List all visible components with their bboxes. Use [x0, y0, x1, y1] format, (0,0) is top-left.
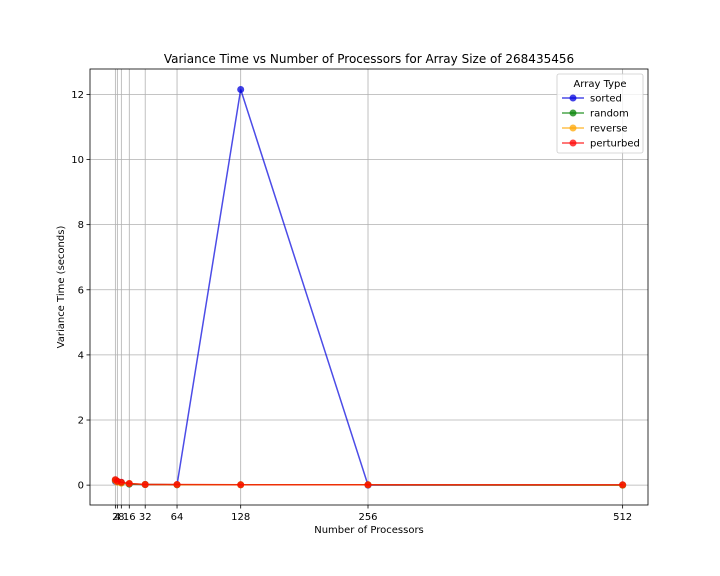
y-tick-label: 0 [78, 481, 84, 492]
x-tick-label: 64 [171, 512, 184, 523]
legend-marker-sorted [569, 94, 577, 102]
grid-lines [90, 69, 648, 505]
legend-box [556, 73, 644, 154]
y-axis-ticks: 0 2 4 6 8 10 12 [71, 90, 90, 492]
series-layer [111, 86, 627, 489]
x-tick-label: 16 [123, 512, 136, 523]
legend-item-random: random [562, 109, 629, 120]
plot-frame [89, 68, 649, 506]
legend-item-perturbed: perturbed [562, 139, 640, 150]
x-tick-label: 32 [139, 512, 152, 523]
y-tick-label: 10 [71, 155, 84, 166]
x-tick-label: 8 [118, 512, 124, 523]
legend-marker-reverse [569, 124, 577, 132]
y-tick-label: 2 [78, 416, 84, 427]
legend-marker-random [569, 109, 577, 117]
data-point-sorted [237, 86, 245, 94]
x-tick-label: 2 [112, 512, 118, 523]
legend: Array Type sorted random reverse perturbed [556, 73, 644, 154]
legend-label-reverse: reverse [590, 124, 628, 135]
x-axis-label: Number of Processors [314, 525, 424, 536]
legend-item-sorted: sorted [562, 94, 622, 105]
x-tick-label: 4 [114, 512, 120, 523]
y-tick-label: 4 [78, 350, 84, 361]
data-point-perturbed [364, 481, 372, 489]
data-point-perturbed [173, 480, 181, 488]
y-axis-label: Variance Time (seconds) [56, 226, 67, 349]
legend-label-random: random [590, 109, 629, 120]
series-line-sorted [115, 89, 623, 486]
data-point-perturbed [125, 480, 133, 488]
y-tick-label: 6 [78, 285, 84, 296]
chart-title: Variance Time vs Number of Processors fo… [164, 52, 574, 66]
x-tick-label: 512 [613, 512, 632, 523]
series-sorted [111, 86, 627, 489]
legend-marker-perturbed [569, 139, 577, 147]
legend-label-sorted: sorted [590, 94, 622, 105]
y-tick-label: 8 [78, 220, 84, 231]
legend-item-reverse: reverse [562, 124, 628, 135]
data-point-perturbed [619, 481, 627, 489]
x-tick-label: 256 [358, 512, 377, 523]
series-perturbed [111, 476, 627, 489]
x-tick-label: 128 [231, 512, 250, 523]
data-point-perturbed [141, 480, 149, 488]
data-point-perturbed [117, 478, 125, 486]
legend-title: Array Type [573, 79, 626, 90]
y-tick-label: 12 [71, 90, 84, 101]
legend-label-perturbed: perturbed [590, 139, 640, 150]
data-point-perturbed [237, 481, 245, 489]
